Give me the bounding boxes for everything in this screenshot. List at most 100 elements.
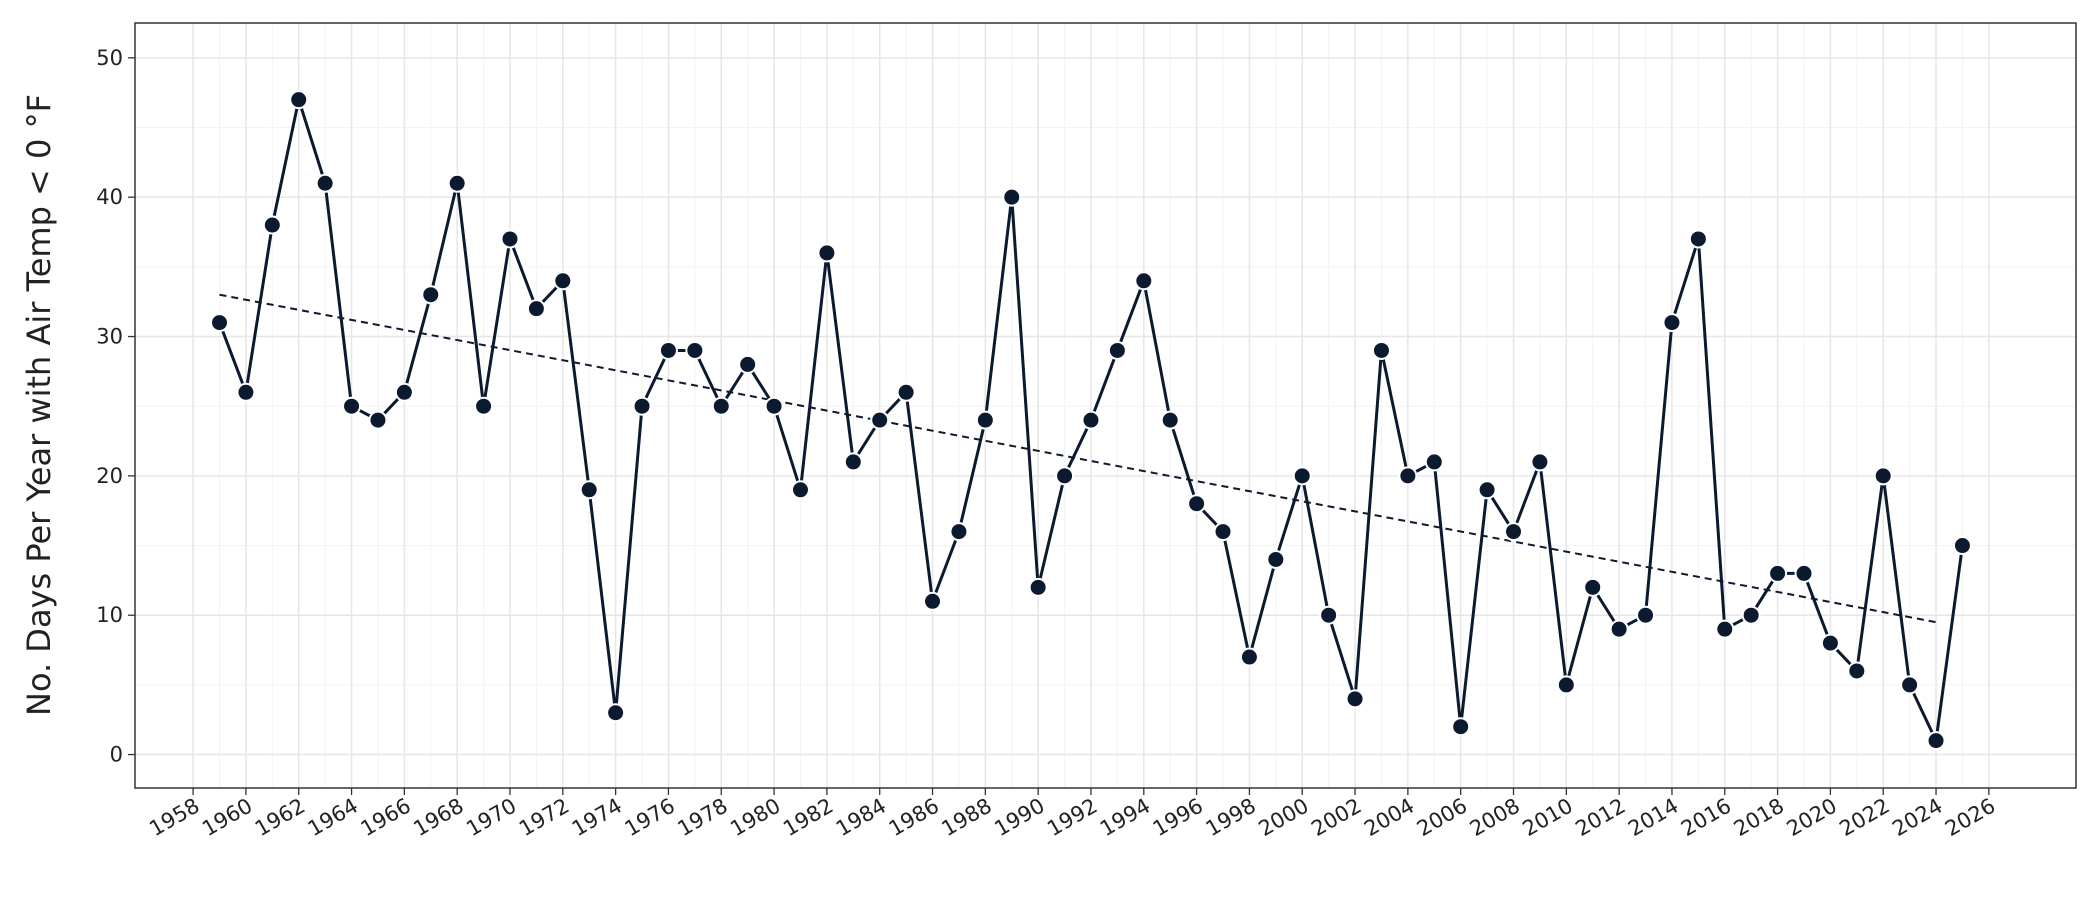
- point: [606, 703, 626, 723]
- point: [738, 354, 758, 374]
- point: [236, 382, 256, 402]
- y-tick-label: 0: [110, 743, 123, 767]
- point: [896, 382, 916, 402]
- point: [1187, 494, 1207, 514]
- x-tick-label: 2024: [1888, 794, 1946, 842]
- x-tick-label: 1966: [357, 794, 415, 842]
- x-tick-label: 1992: [1043, 794, 1101, 842]
- point: [579, 480, 599, 500]
- x-tick-label: 2012: [1571, 794, 1629, 842]
- x-tick-label: 2008: [1466, 794, 1524, 842]
- x-tick-label: 1998: [1202, 794, 1260, 842]
- x-tick-label: 1996: [1149, 794, 1207, 842]
- point: [1160, 410, 1180, 430]
- point: [843, 452, 863, 472]
- point: [1847, 661, 1867, 681]
- x-tick-label: 2010: [1519, 794, 1577, 842]
- x-tick-label: 1970: [462, 794, 520, 842]
- point: [1556, 675, 1576, 695]
- point: [1213, 522, 1233, 542]
- point: [526, 299, 546, 319]
- point: [1266, 549, 1286, 569]
- point: [870, 410, 890, 430]
- x-tick-label: 1968: [409, 794, 467, 842]
- point: [1107, 340, 1127, 360]
- x-tick-label: 2004: [1360, 794, 1418, 842]
- y-tick-label: 30: [96, 325, 123, 349]
- point: [500, 229, 520, 249]
- point: [711, 396, 731, 416]
- point: [474, 396, 494, 416]
- x-tick-label: 1964: [304, 794, 362, 842]
- y-tick-label: 10: [96, 603, 123, 627]
- point: [817, 243, 837, 263]
- point: [949, 522, 969, 542]
- x-tick-label: 1988: [938, 794, 996, 842]
- point: [210, 313, 230, 333]
- y-tick-label: 20: [96, 464, 123, 488]
- point: [1055, 466, 1075, 486]
- x-tick-label: 1976: [621, 794, 679, 842]
- point: [1741, 605, 1761, 625]
- point: [447, 173, 467, 193]
- x-tick-label: 1990: [990, 794, 1048, 842]
- point: [764, 396, 784, 416]
- x-tick-label: 1984: [832, 794, 890, 842]
- x-tick-label: 2020: [1783, 794, 1841, 842]
- x-tick-label: 1960: [198, 794, 256, 842]
- x-tick-label: 1980: [726, 794, 784, 842]
- x-tick-label: 1982: [779, 794, 837, 842]
- x-tick-label: 1972: [515, 794, 573, 842]
- x-tick-label: 2006: [1413, 794, 1471, 842]
- point: [1662, 313, 1682, 333]
- x-tick-label: 1978: [673, 794, 731, 842]
- x-tick-label: 1962: [251, 794, 309, 842]
- point: [1688, 229, 1708, 249]
- x-tick-label: 2002: [1307, 794, 1365, 842]
- point: [368, 410, 388, 430]
- x-tick-label: 2000: [1254, 794, 1312, 842]
- point: [790, 480, 810, 500]
- point: [289, 90, 309, 110]
- point: [394, 382, 414, 402]
- point: [1794, 563, 1814, 583]
- point: [1636, 605, 1656, 625]
- point: [923, 591, 943, 611]
- point: [1768, 563, 1788, 583]
- y-axis-label: No. Days Per Year with Air Temp < 0 °F: [20, 94, 58, 716]
- point: [1820, 633, 1840, 653]
- point: [1609, 619, 1629, 639]
- point: [658, 340, 678, 360]
- plot-border: [134, 22, 2077, 789]
- point: [632, 396, 652, 416]
- point: [685, 340, 705, 360]
- point: [342, 396, 362, 416]
- point: [1028, 577, 1048, 597]
- point: [1002, 187, 1022, 207]
- point: [1873, 466, 1893, 486]
- point: [1319, 605, 1339, 625]
- x-tick-label: 2022: [1835, 794, 1893, 842]
- x-tick-label: 2026: [1941, 794, 1999, 842]
- point: [1345, 689, 1365, 709]
- point: [1398, 466, 1418, 486]
- point: [1504, 522, 1524, 542]
- point: [1292, 466, 1312, 486]
- point: [1900, 675, 1920, 695]
- point: [975, 410, 995, 430]
- point: [1371, 340, 1391, 360]
- point: [553, 271, 573, 291]
- x-tick-label: 1986: [885, 794, 943, 842]
- x-tick-label: 2018: [1730, 794, 1788, 842]
- point: [1952, 536, 1972, 556]
- y-tick-label: 50: [96, 46, 123, 70]
- point: [1134, 271, 1154, 291]
- point: [421, 285, 441, 305]
- point: [1530, 452, 1550, 472]
- x-tick-label: 2014: [1624, 794, 1682, 842]
- x-tick-label: 1994: [1096, 794, 1154, 842]
- point: [1424, 452, 1444, 472]
- x-tick-label: 1974: [568, 794, 626, 842]
- y-tick-label: 40: [96, 185, 123, 209]
